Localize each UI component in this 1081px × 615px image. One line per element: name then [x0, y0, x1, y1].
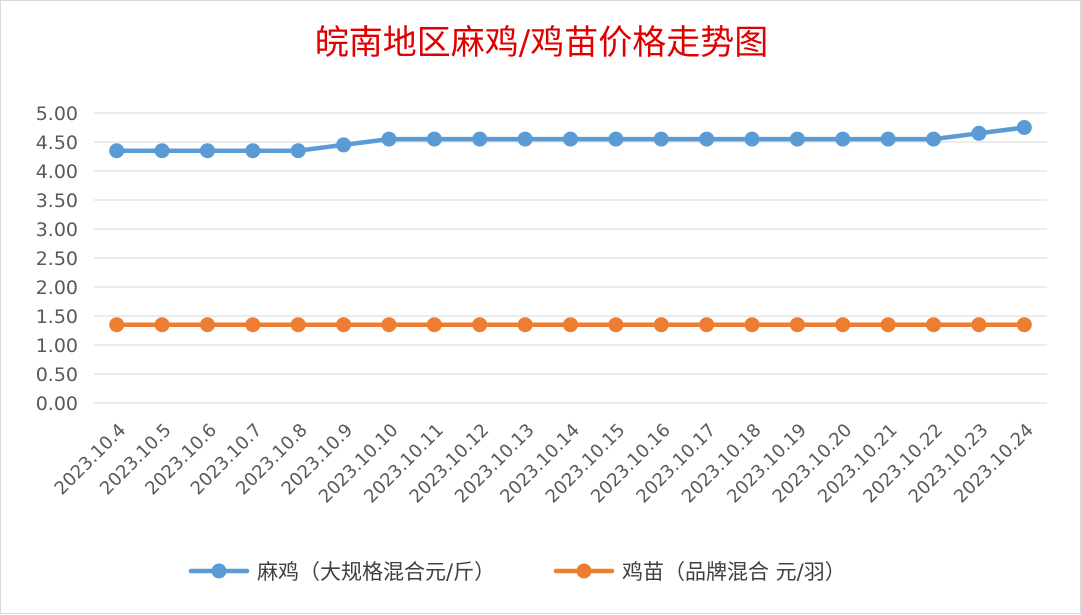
data-point	[971, 125, 987, 141]
data-point	[154, 143, 170, 159]
data-point	[789, 131, 805, 147]
data-point	[608, 317, 624, 333]
data-point	[517, 317, 533, 333]
data-point	[880, 131, 896, 147]
data-point	[426, 317, 442, 333]
data-point	[699, 317, 715, 333]
data-point	[109, 143, 125, 159]
data-point	[608, 131, 624, 147]
y-tick-label: 0.50	[36, 364, 78, 386]
data-point	[926, 317, 942, 333]
data-point	[426, 131, 442, 147]
y-tick-label: 2.00	[36, 277, 78, 299]
data-point	[109, 317, 125, 333]
data-point	[653, 131, 669, 147]
data-point	[699, 131, 715, 147]
data-point	[835, 317, 851, 333]
y-tick-label: 5.00	[36, 103, 78, 125]
data-point	[290, 143, 306, 159]
data-point	[517, 131, 533, 147]
data-point	[789, 317, 805, 333]
data-point	[245, 143, 261, 159]
y-tick-label: 0.00	[36, 393, 78, 415]
data-point	[381, 317, 397, 333]
data-point	[472, 131, 488, 147]
legend-marker-1	[211, 563, 227, 579]
data-point	[154, 317, 170, 333]
data-point	[653, 317, 669, 333]
y-tick-label: 4.50	[36, 132, 78, 154]
chart-title: 皖南地区麻鸡/鸡苗价格走势图	[314, 23, 769, 63]
data-point	[245, 317, 261, 333]
data-point	[1016, 317, 1032, 333]
data-point	[971, 317, 987, 333]
data-point	[336, 317, 352, 333]
data-point	[1016, 120, 1032, 135]
data-point	[199, 143, 215, 159]
y-tick-label: 2.50	[36, 248, 78, 270]
data-point	[835, 131, 851, 147]
data-point	[744, 317, 760, 333]
data-point	[744, 131, 760, 147]
data-point	[563, 317, 578, 333]
legend-marker-2	[576, 563, 592, 579]
y-tick-label: 3.00	[36, 219, 78, 241]
data-point	[336, 137, 352, 153]
legend-entry-2: 鸡苗（品牌混合 元/羽）	[622, 560, 846, 584]
y-tick-label: 1.50	[36, 306, 78, 328]
y-tick-label: 4.00	[36, 161, 78, 183]
data-point	[381, 131, 397, 147]
data-point	[880, 317, 896, 333]
data-point	[472, 317, 488, 333]
data-point	[290, 317, 306, 333]
data-point	[563, 131, 578, 147]
legend-entry-1: 麻鸡（大规格混合元/斤）	[257, 560, 495, 584]
y-tick-label: 1.00	[36, 335, 78, 357]
data-point	[199, 317, 215, 333]
y-tick-label: 3.50	[36, 190, 78, 212]
data-point	[926, 131, 942, 147]
